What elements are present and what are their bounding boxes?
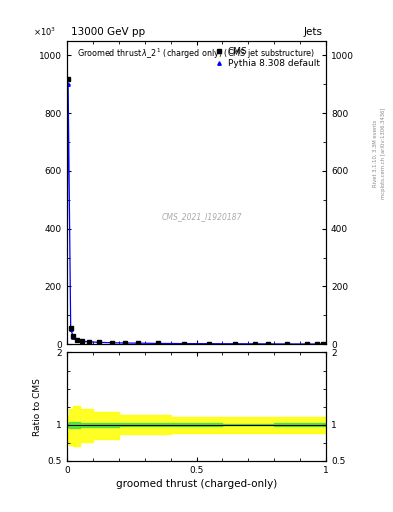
CMS [86, 338, 91, 345]
Pythia 8.308 default [110, 339, 115, 346]
Pythia 8.308 default [75, 337, 79, 343]
Pythia 8.308 default [155, 340, 160, 347]
Line: Pythia 8.308 default: Pythia 8.308 default [66, 82, 325, 346]
Y-axis label: Ratio to CMS: Ratio to CMS [33, 378, 42, 436]
Pythia 8.308 default [71, 334, 75, 340]
CMS [68, 325, 73, 331]
CMS [80, 338, 85, 344]
Pythia 8.308 default [123, 340, 128, 346]
Pythia 8.308 default [68, 326, 73, 332]
CMS [97, 339, 101, 345]
Pythia 8.308 default [304, 341, 309, 347]
Text: $\times10^3$: $\times10^3$ [33, 26, 56, 38]
Text: CMS_2021_I1920187: CMS_2021_I1920187 [162, 212, 242, 221]
Text: Groomed thrust$\,\lambda{\_}2^{\,1}$ (charged only) (CMS jet substructure): Groomed thrust$\,\lambda{\_}2^{\,1}$ (ch… [77, 47, 315, 61]
CMS [110, 339, 115, 346]
Pythia 8.308 default [80, 338, 85, 345]
CMS [155, 340, 160, 347]
CMS [285, 341, 290, 347]
Pythia 8.308 default [314, 341, 319, 347]
Pythia 8.308 default [181, 340, 186, 347]
CMS [321, 341, 325, 347]
CMS [66, 75, 70, 81]
CMS [314, 341, 319, 347]
Pythia 8.308 default [253, 341, 257, 347]
CMS [136, 340, 141, 346]
CMS [71, 333, 75, 339]
Text: 13000 GeV pp: 13000 GeV pp [71, 27, 145, 37]
CMS [233, 340, 238, 347]
Pythia 8.308 default [97, 339, 101, 346]
CMS [181, 340, 186, 347]
Line: CMS: CMS [66, 77, 325, 346]
Pythia 8.308 default [285, 341, 290, 347]
Legend: CMS, Pythia 8.308 default: CMS, Pythia 8.308 default [211, 46, 322, 70]
Text: Jets: Jets [303, 27, 322, 37]
X-axis label: groomed thrust (charged-only): groomed thrust (charged-only) [116, 479, 277, 489]
Pythia 8.308 default [233, 340, 238, 347]
CMS [75, 336, 79, 343]
Pythia 8.308 default [86, 339, 91, 345]
Pythia 8.308 default [266, 341, 270, 347]
Pythia 8.308 default [66, 81, 70, 88]
Text: Rivet 3.1.10, 3.3M events: Rivet 3.1.10, 3.3M events [373, 120, 378, 187]
Pythia 8.308 default [207, 340, 212, 347]
CMS [266, 341, 270, 347]
CMS [123, 340, 128, 346]
CMS [253, 341, 257, 347]
Pythia 8.308 default [136, 340, 141, 346]
CMS [304, 341, 309, 347]
Pythia 8.308 default [321, 341, 325, 347]
CMS [207, 340, 212, 347]
Text: mcplots.cern.ch [arXiv:1306.3436]: mcplots.cern.ch [arXiv:1306.3436] [381, 108, 386, 199]
